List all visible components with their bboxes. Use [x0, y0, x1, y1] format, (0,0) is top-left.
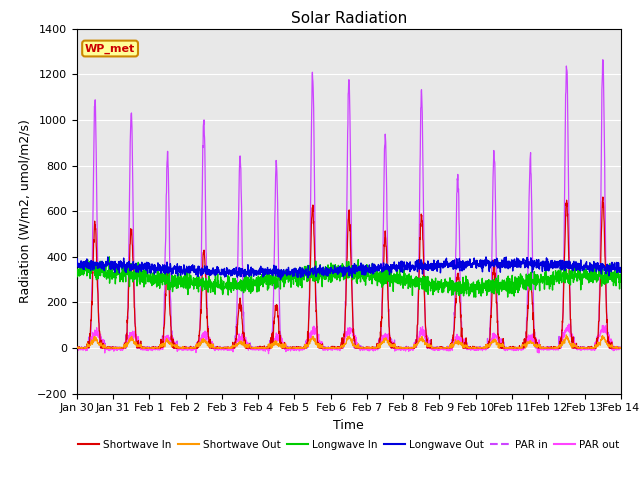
Y-axis label: Radiation (W/m2, umol/m2/s): Radiation (W/m2, umol/m2/s): [18, 119, 31, 303]
Title: Solar Radiation: Solar Radiation: [291, 11, 407, 26]
Legend: Shortwave In, Shortwave Out, Longwave In, Longwave Out, PAR in, PAR out: Shortwave In, Shortwave Out, Longwave In…: [74, 436, 623, 454]
X-axis label: Time: Time: [333, 419, 364, 432]
Text: WP_met: WP_met: [85, 43, 135, 54]
